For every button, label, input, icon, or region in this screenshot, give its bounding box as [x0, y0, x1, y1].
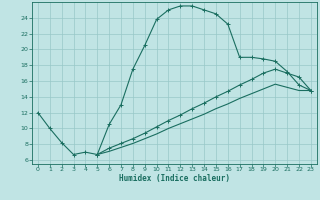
X-axis label: Humidex (Indice chaleur): Humidex (Indice chaleur) — [119, 174, 230, 183]
